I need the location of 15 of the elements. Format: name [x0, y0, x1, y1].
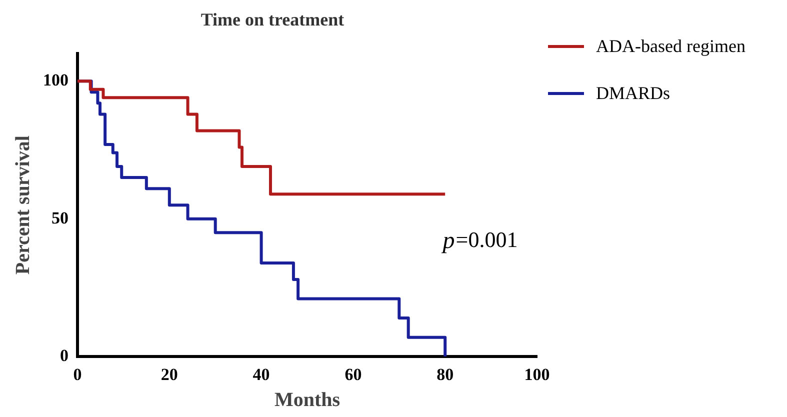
- y-axis-title: Percent survival: [12, 135, 34, 275]
- y-tick-label: 100: [43, 70, 68, 90]
- y-tick-label: 0: [60, 346, 68, 365]
- legend-label: ADA-based regimen: [596, 36, 746, 57]
- x-tick-label: 60: [344, 365, 362, 384]
- x-tick-label: 0: [73, 365, 82, 384]
- x-tick-label: 20: [160, 365, 178, 384]
- x-tick-label: 100: [524, 365, 550, 384]
- chart-title: Time on treatment: [200, 9, 344, 30]
- x-tick-label: 80: [436, 365, 454, 384]
- legend-label: DMARDs: [596, 83, 670, 104]
- x-axis-title: Months: [274, 389, 340, 412]
- x-tick-label: 40: [252, 365, 270, 384]
- y-tick-label: 50: [52, 208, 68, 228]
- annotation: p=0.001: [440, 227, 518, 254]
